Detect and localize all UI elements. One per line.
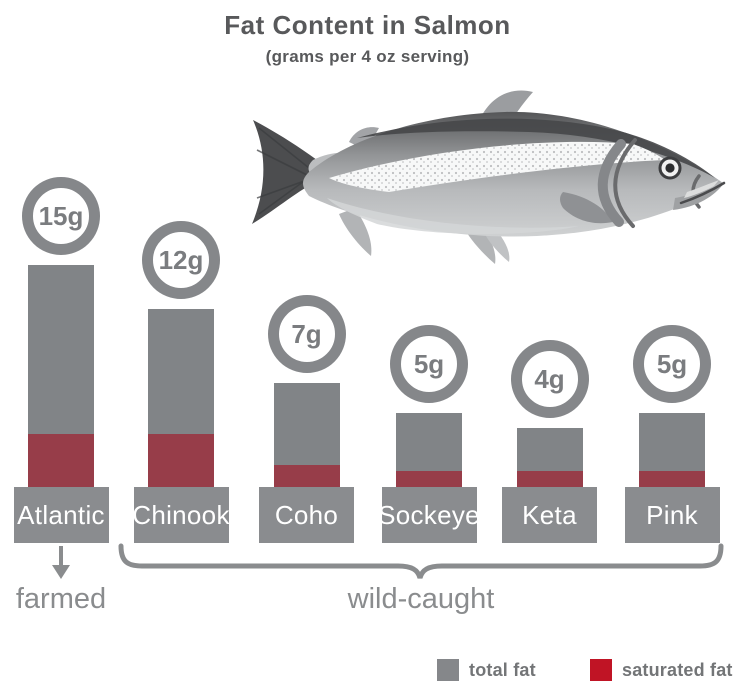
wild-caught-brace [118,543,724,579]
saturated-fat-segment-coho [273,465,340,487]
category-label-keta: Keta [502,487,597,543]
legend: total fat saturated fat [0,652,735,688]
legend-item-total-fat: total fat [437,652,536,688]
total-fat-bar-sockeye [396,413,462,487]
value-label-atlantic: 15g [38,200,84,231]
chart-title: Fat Content in Salmon [224,10,511,40]
category-label-pink: Pink [624,487,720,543]
title-block: Fat Content in Salmon (grams per 4 oz se… [0,10,735,67]
value-circle-atlantic: 15g [22,177,100,255]
value-label-keta: 4g [534,363,565,394]
total-fat-label: total fat [469,659,536,680]
chart-subtitle: (grams per 4 oz serving) [265,47,470,66]
value-circle-keta: 4g [510,340,589,418]
total-fat-bar-pink [639,413,705,487]
total-fat-swatch [437,659,459,681]
category-label-chinook: Chinook [132,487,229,543]
value-circle-pink: 5g [633,325,711,403]
category-label-coho: Coho [259,487,354,543]
wild-caught-label: wild-caught [347,583,495,615]
saturated-fat-segment-atlantic [28,434,94,487]
salmon-illustration [252,90,726,264]
saturated-fat-label: saturated fat [622,659,733,680]
value-label-sockeye: 5g [413,348,445,379]
value-circle-chinook: 12g [142,221,220,299]
value-label-pink: 5g [656,348,688,379]
total-fat-bar-keta [516,428,583,487]
total-fat-bar-atlantic [28,265,94,487]
value-circle-sockeye: 5g [390,325,468,403]
total-fat-bar-coho [273,383,340,487]
category-label-atlantic: Atlantic [13,487,109,543]
farmed-arrow-icon [52,546,70,579]
category-label-sockeye: Sockeye [378,487,480,543]
value-label-coho: 7g [291,318,322,349]
saturated-fat-segment-pink [639,471,705,487]
group-annotations [52,543,724,579]
total-fat-bar-chinook [148,309,214,487]
legend-item-saturated-fat: saturated fat [590,652,733,688]
farmed-label: farmed [15,583,107,615]
value-label-chinook: 12g [158,244,204,275]
saturated-fat-swatch [590,659,612,681]
value-circle-coho: 7g [267,295,346,373]
saturated-fat-segment-sockeye [396,471,462,487]
saturated-fat-segment-chinook [148,434,214,487]
saturated-fat-segment-keta [516,471,583,487]
